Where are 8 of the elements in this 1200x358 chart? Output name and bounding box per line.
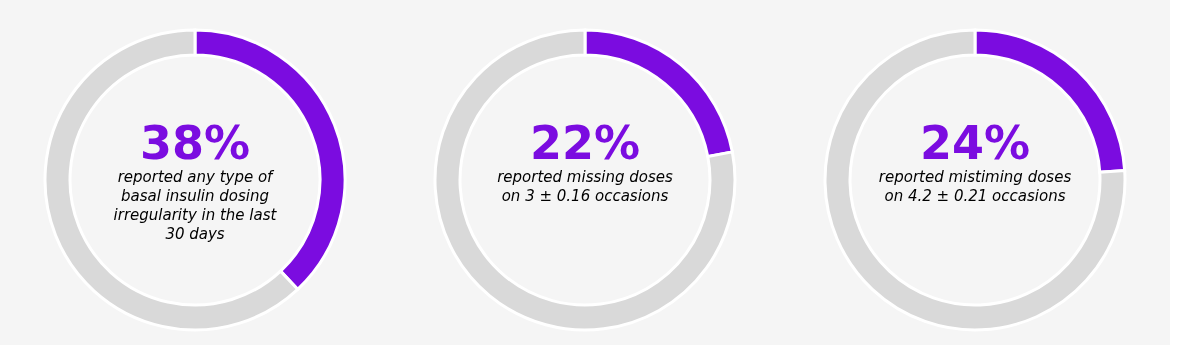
text: reported missing doses on 3 ± 0.16 occasions	[497, 168, 673, 205]
text: 24%	[919, 116, 1031, 170]
text: 38%	[139, 116, 251, 170]
text: reported any type of basal insulin dosing irregularity in the last 30 days	[113, 168, 278, 243]
text: 22%	[529, 116, 641, 170]
text: reported mistiming doses on 4.2 ± 0.21 occasions	[878, 168, 1072, 205]
donut-slice	[433, 28, 737, 332]
donut-slice	[823, 28, 1127, 332]
